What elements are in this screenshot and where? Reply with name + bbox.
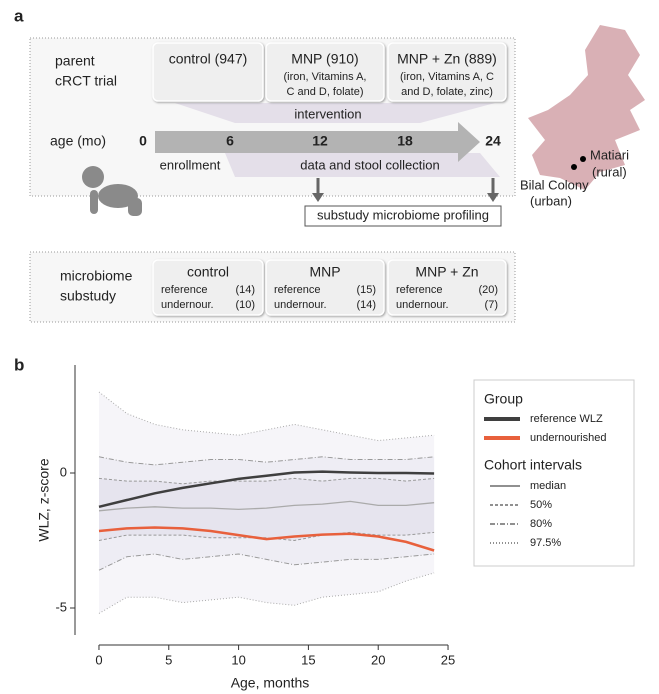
group-row-label: reference (396, 284, 442, 296)
group-row-count: (15) (356, 284, 376, 296)
legend-label: 97.5% (530, 537, 561, 549)
group-row-label: reference (274, 284, 320, 296)
substudy-groups: control reference (14) undernour. (10) MNP ref… (152, 259, 507, 316)
arm-detail: C and D, folate) (286, 86, 363, 98)
age-tick: 24 (485, 133, 501, 149)
map (528, 25, 645, 190)
arm-detail: and D, folate, zinc) (401, 86, 493, 98)
group-card (387, 259, 507, 316)
legend-title: Cohort intervals (484, 457, 582, 473)
interval-line (98, 456, 435, 466)
timeline-arrow (155, 122, 480, 162)
arm-detail: (iron, Vitamins A, (284, 71, 367, 83)
legend-title: Group (484, 391, 523, 407)
group-row-count: (14) (356, 299, 376, 311)
site-dot (580, 156, 586, 162)
substudy-label: microbiome (60, 268, 133, 284)
median-line (98, 500, 435, 512)
profiling-box (304, 205, 502, 227)
intervention-label: intervention (294, 106, 361, 121)
series-line (98, 470, 435, 509)
series-line (98, 526, 435, 552)
arm-title: control (947) (169, 51, 248, 67)
site-label: (urban) (530, 193, 572, 208)
substudy-label: substudy (60, 288, 116, 304)
age-tick: 18 (397, 133, 413, 149)
x-tick-label: 0 (95, 652, 102, 667)
group-row-count: (10) (235, 299, 255, 311)
group-title: MNP (309, 264, 340, 280)
group-row-label: undernour. (274, 299, 327, 311)
group-title: control (187, 264, 229, 280)
group-row-count: (14) (235, 284, 255, 296)
x-tick-label: 15 (301, 652, 315, 667)
intervention-band (175, 103, 495, 123)
interval-line (98, 531, 435, 542)
collection-label: data and stool collection (300, 157, 439, 172)
interval-band (99, 478, 435, 541)
panel-label: b (14, 355, 24, 374)
age-tick: 6 (226, 133, 234, 149)
legend-items: Group reference WLZ undernourished Cohort i… (484, 391, 606, 549)
interval-line (98, 477, 435, 485)
y-tick-label: 0 (60, 464, 67, 479)
arm-card (387, 42, 507, 102)
baby-icon (82, 166, 142, 216)
group-title: MNP + Zn (415, 264, 478, 280)
legend-label: median (530, 480, 566, 492)
age-tick: 0 (139, 133, 147, 149)
group-card (152, 259, 264, 316)
legend-label: undernourished (530, 432, 606, 444)
site-label: Bilal Colony (520, 177, 589, 192)
enrollment-label: enrollment (160, 157, 221, 172)
arrow (312, 193, 324, 202)
x-tick-label: 25 (441, 652, 455, 667)
legend (473, 379, 635, 567)
legend-label: 50% (530, 499, 552, 511)
age-label: age (mo) (50, 133, 106, 149)
group-row-label: undernour. (396, 299, 449, 311)
legend-label: 80% (530, 518, 552, 530)
x-tick-label: 20 (371, 652, 385, 667)
arrow (487, 193, 499, 202)
plot: -5 0 0 5 10 15 20 25 (55, 365, 455, 667)
x-tick-label: 10 (231, 652, 245, 667)
profiling-label: substudy microbiome profiling (317, 207, 489, 222)
group-row-count: (7) (485, 299, 498, 311)
group-row-count: (20) (478, 284, 498, 296)
trial-label: parent (55, 53, 95, 69)
legend-label: reference WLZ (530, 413, 603, 425)
site-dot (571, 164, 577, 170)
group-row-label: reference (161, 284, 207, 296)
interval-line (98, 572, 435, 614)
site-label: (rural) (592, 164, 627, 179)
arm-title: MNP (910) (291, 51, 358, 67)
x-axis-title: Age, months (231, 675, 310, 691)
panel-label: a (14, 6, 24, 25)
interval-line (98, 553, 435, 571)
collection-band (225, 153, 500, 177)
group-card (265, 259, 385, 316)
y-axis-title: WLZ, z-score (36, 458, 52, 541)
trial-label: cRCT trial (55, 73, 117, 89)
x-tick-label: 5 (165, 652, 172, 667)
site-label: Matiari (590, 147, 629, 162)
arm-detail: (iron, Vitamins A, C (400, 71, 494, 83)
arm-title: MNP + Zn (889) (397, 51, 497, 67)
group-row-label: undernour. (161, 299, 214, 311)
interval-line (98, 391, 435, 442)
arm-card (265, 42, 385, 102)
arm-card (152, 42, 264, 102)
y-tick-label: -5 (55, 599, 67, 614)
age-tick: 12 (312, 133, 328, 149)
